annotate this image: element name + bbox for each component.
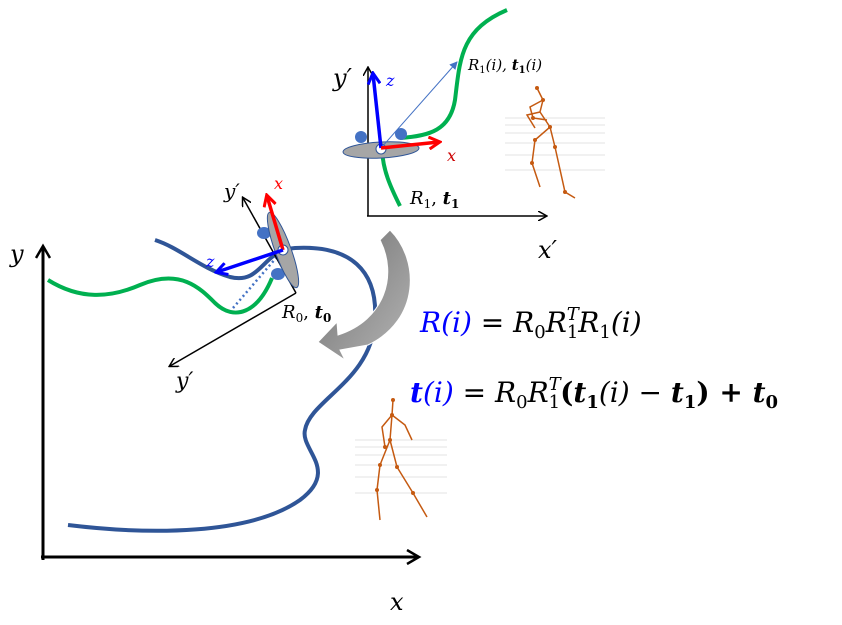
local-x-arrow xyxy=(380,142,439,148)
translation-equation: t(i) = R0RT 1(t1(i) − t1) + t0 xyxy=(410,374,778,413)
reference-z-label: z xyxy=(205,252,215,271)
rotation-equation: R(i) = R0RT 1R1(i) xyxy=(419,304,642,343)
global-y-label: y xyxy=(9,240,24,268)
local-z-label: z xyxy=(385,71,395,90)
start-pose-label: R1, t1 xyxy=(409,188,459,211)
offset-dotted-line xyxy=(232,257,277,309)
reference-local-y-axis xyxy=(170,292,297,366)
trajectory-vector-arrow xyxy=(380,61,458,149)
local-trajectory-curve xyxy=(380,8,508,207)
local-z-arrow xyxy=(373,74,383,149)
aligned-local-curve xyxy=(46,276,274,315)
reference-x-arrow xyxy=(267,196,285,251)
reference-x-label: x xyxy=(274,174,283,193)
skeleton-image-bottom xyxy=(355,398,447,521)
transform-curved-arrow xyxy=(317,229,411,362)
global-trajectory-curve xyxy=(67,238,378,533)
local-frame: y′ x′ xyxy=(332,64,558,264)
reference-pose-label: R0, t0 xyxy=(281,302,331,325)
local-x-label: x xyxy=(447,146,456,165)
trajectory-pose-label: R1(i), t1(i) xyxy=(467,56,542,76)
global-x-label: x xyxy=(390,588,404,616)
reference-y-label: y′ xyxy=(223,179,240,203)
reference-y-prime-label: y′ xyxy=(175,369,193,394)
global-frame: y x xyxy=(9,240,418,616)
local-x-prime-label: x′ xyxy=(538,236,558,264)
skeleton-image-top xyxy=(505,86,605,199)
reference-z-arrow xyxy=(217,248,284,272)
local-y-prime-label: y′ xyxy=(332,64,353,92)
